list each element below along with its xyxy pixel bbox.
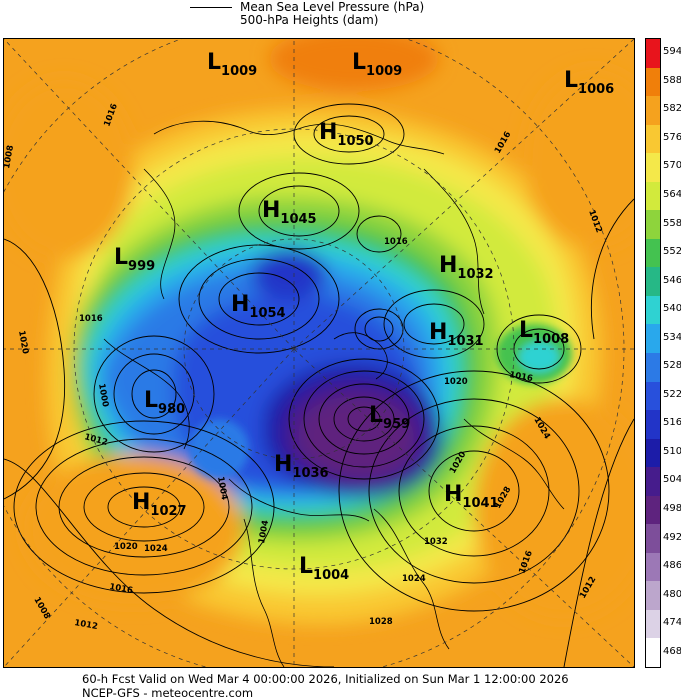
low-pressure-center: L1006 bbox=[564, 68, 614, 97]
fill-588-north bbox=[269, 39, 439, 91]
high-pressure-center: H1031 bbox=[429, 320, 484, 349]
colorbar-segment bbox=[646, 353, 660, 383]
footer-valid-time: 60-h Fcst Valid on Wed Mar 4 00:00:00 20… bbox=[82, 672, 569, 686]
colorbar-segment bbox=[646, 609, 660, 639]
colorbar-label: 528 bbox=[663, 360, 681, 372]
colorbar-segment bbox=[646, 295, 660, 325]
isobar-label: 1008 bbox=[4, 144, 16, 169]
isobar-label: 1004 bbox=[215, 476, 229, 501]
low-pressure-center: L999 bbox=[114, 245, 155, 274]
weather-map: 1016 1008 1012 1020 1016 1016 1012 1024 1020 1032… bbox=[3, 38, 635, 668]
colorbar-segment bbox=[646, 552, 660, 582]
isobar-label: 1020 bbox=[444, 377, 468, 387]
isobar-label: 1012 bbox=[73, 618, 98, 632]
colorbar-label: 564 bbox=[663, 189, 681, 200]
fill-582-lobe-ne bbox=[524, 69, 634, 249]
colorbar-segment bbox=[646, 67, 660, 97]
colorbar-segment bbox=[646, 39, 660, 69]
legend-line-sample bbox=[190, 7, 232, 8]
isobar-label: 1020 bbox=[16, 330, 30, 355]
isobar-label: 1024 bbox=[402, 574, 426, 584]
colorbar-label: 594 bbox=[663, 46, 681, 58]
colorbar-label: 540 bbox=[663, 303, 681, 315]
colorbar-segment bbox=[646, 267, 660, 297]
colorbar-label: 510 bbox=[663, 445, 681, 457]
colorbar-label: 522 bbox=[663, 388, 681, 400]
colorbar-label: 534 bbox=[663, 331, 681, 343]
fill-582-lobe-sw bbox=[24, 454, 244, 604]
colorbar-label: 576 bbox=[663, 131, 681, 143]
isobars bbox=[4, 103, 634, 667]
colorbar-label: 582 bbox=[663, 103, 681, 115]
colorbar-label: 492 bbox=[663, 531, 681, 543]
colorbar bbox=[645, 38, 661, 668]
colorbar-label: 486 bbox=[663, 560, 681, 572]
isobar-label: 1024 bbox=[144, 544, 168, 554]
high-pressure-center: H1027 bbox=[132, 490, 187, 519]
colorbar-label: 558 bbox=[663, 217, 681, 229]
colorbar-label: 498 bbox=[663, 503, 681, 514]
footer-source: NCEP-GFS - meteocentre.com bbox=[82, 686, 254, 700]
colorbar-segment bbox=[646, 638, 660, 668]
colorbar-segment bbox=[646, 438, 660, 468]
graticule bbox=[4, 39, 634, 667]
legend-line2: 500-hPa Heights (dam) bbox=[240, 13, 379, 27]
isobar-label: 1020 bbox=[114, 542, 138, 552]
fill-510-pole bbox=[251, 248, 327, 300]
isobar-label: 1016 bbox=[508, 370, 533, 384]
legend-line1: Mean Sea Level Pressure (hPa) bbox=[240, 0, 425, 14]
colorbar-segment bbox=[646, 124, 660, 154]
isobar-label: 1032 bbox=[424, 537, 448, 547]
fill-528-spot bbox=[189, 419, 249, 479]
colorbar-segment bbox=[646, 524, 660, 554]
colorbar-segment bbox=[646, 381, 660, 411]
fill-582-lobe-nw bbox=[4, 79, 134, 259]
isobar-label: 1000 bbox=[96, 383, 110, 408]
high-pressure-center: H1054 bbox=[231, 292, 286, 321]
legend: Mean Sea Level Pressure (hPa) 500-hPa He… bbox=[190, 0, 490, 30]
low-pressure-center: L959 bbox=[369, 403, 410, 432]
high-pressure-center: H1050 bbox=[319, 120, 374, 149]
colorbar-label: 570 bbox=[663, 160, 681, 172]
colorbar-segment bbox=[646, 324, 660, 354]
low-pressure-center: L1004 bbox=[299, 554, 349, 583]
colorbar-segment bbox=[646, 238, 660, 268]
isobar-label: 1016 bbox=[108, 582, 133, 596]
pressure-centers: L1009 L1009 L1006 H1050 H1045 L999 H1032 H1054 H… bbox=[114, 50, 614, 583]
low-pressure-center: L980 bbox=[144, 388, 185, 417]
coastlines bbox=[103, 120, 565, 667]
colorbar-segment bbox=[646, 181, 660, 211]
colorbar-label: 504 bbox=[663, 474, 681, 486]
high-pressure-center: H1032 bbox=[439, 253, 494, 282]
low-pressure-center: L1009 bbox=[352, 50, 402, 79]
isobar-label: 1016 bbox=[384, 237, 408, 247]
colorbar-segment bbox=[646, 96, 660, 126]
high-pressure-center: H1041 bbox=[444, 482, 499, 511]
colorbar-label: 588 bbox=[663, 74, 681, 86]
high-pressure-center: H1045 bbox=[262, 198, 317, 227]
colorbar-label: 546 bbox=[663, 274, 681, 286]
isobar-label: 1028 bbox=[369, 617, 393, 627]
colorbar-label: 480 bbox=[663, 588, 681, 600]
low-pressure-center: L1008 bbox=[519, 318, 569, 347]
isobar-label: 1004 bbox=[257, 519, 271, 544]
colorbar-segment bbox=[646, 153, 660, 183]
colorbar-label: 516 bbox=[663, 417, 681, 429]
fill-540-east bbox=[519, 342, 559, 372]
fill-582-lobe-se bbox=[474, 399, 634, 619]
colorbar-segment bbox=[646, 210, 660, 240]
colorbar-label: 468 bbox=[663, 645, 681, 657]
colorbar-label: 552 bbox=[663, 246, 681, 258]
colorbar-segment bbox=[646, 467, 660, 497]
low-pressure-center: L1009 bbox=[207, 50, 257, 79]
colorbar-segment bbox=[646, 495, 660, 525]
fill-492 bbox=[299, 396, 415, 479]
isobar-label: 1016 bbox=[79, 314, 103, 324]
colorbar-label: 474 bbox=[663, 617, 681, 629]
colorbar-segment bbox=[646, 581, 660, 611]
colorbar-segment bbox=[646, 410, 660, 440]
high-pressure-center: H1036 bbox=[274, 452, 329, 481]
